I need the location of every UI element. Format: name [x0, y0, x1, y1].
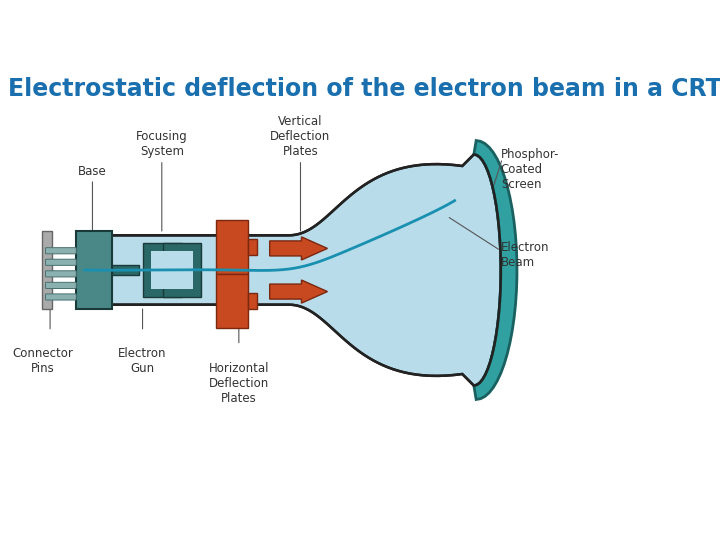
Text: Horizontal
Deflection
Plates: Horizontal Deflection Plates	[209, 362, 269, 406]
Bar	[151, 251, 182, 289]
FancyBboxPatch shape	[76, 232, 112, 308]
FancyBboxPatch shape	[45, 271, 76, 277]
Text: Vertical
Deflection
Plates: Vertical Deflection Plates	[271, 115, 330, 158]
Text: Phosphor-
Coated
Screen: Phosphor- Coated Screen	[501, 148, 559, 191]
Polygon shape	[270, 280, 328, 303]
Bar	[163, 251, 194, 289]
Polygon shape	[474, 140, 517, 400]
Bar	[248, 293, 257, 308]
Polygon shape	[270, 237, 328, 260]
Text: Base: Base	[78, 165, 107, 178]
Bar	[143, 243, 182, 297]
Polygon shape	[77, 154, 501, 386]
Bar	[42, 232, 52, 308]
FancyBboxPatch shape	[45, 248, 76, 254]
Bar	[112, 265, 140, 275]
Bar	[216, 274, 248, 328]
Bar	[248, 239, 257, 254]
Text: Connector
Pins: Connector Pins	[12, 347, 73, 375]
Text: Electron
Beam: Electron Beam	[501, 241, 549, 268]
Bar	[216, 220, 248, 274]
FancyBboxPatch shape	[45, 294, 76, 300]
FancyBboxPatch shape	[45, 259, 76, 265]
FancyBboxPatch shape	[45, 282, 76, 288]
Text: Focusing
System: Focusing System	[136, 130, 188, 158]
Text: Electrostatic deflection of the electron beam in a CRT: Electrostatic deflection of the electron…	[8, 77, 720, 102]
Text: Electron
Gun: Electron Gun	[118, 347, 167, 375]
Bar	[163, 243, 201, 297]
